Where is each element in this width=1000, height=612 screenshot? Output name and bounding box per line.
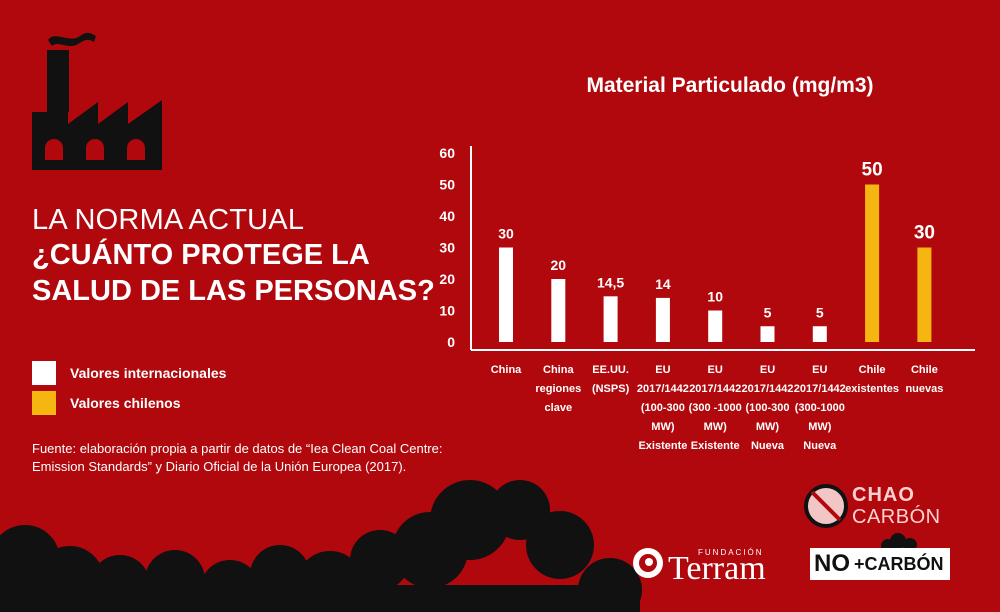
chart-title: Material Particulado (mg/m3) [586,74,874,97]
x-category-label: MW) [651,421,675,433]
x-category-label: EE.UU. [592,364,629,376]
y-tick-label: 20 [439,271,455,287]
terram-logo-small: FUNDACIÓN [698,548,764,557]
x-category-label: (100-300 [745,402,789,414]
terram-logo-icon [633,548,663,578]
bar-value-label: 50 [862,160,883,181]
x-category-label: nuevas [905,383,943,395]
headline-line3: SALUD DE LAS PERSONAS? [32,275,435,307]
x-category-label: Existente [691,440,740,452]
bar [865,184,880,342]
headline-line2: ¿CUÁNTO PROTEGE LA [32,239,370,271]
x-category-label: EU [812,364,827,376]
bar [917,247,932,342]
x-category-label: (100-300 [641,402,685,414]
x-category-label: MW) [808,421,832,433]
x-category-label: (300 -1000 [689,402,742,414]
x-category-label: EU [655,364,670,376]
y-tick-label: 0 [447,334,455,350]
x-category-label: Existente [638,440,687,452]
bar [708,310,723,342]
headline-line1: LA NORMA ACTUAL [32,204,305,236]
bar-value-label: 30 [498,226,514,242]
source-line2: Emission Standards” y Diario Oficial de … [32,459,407,474]
smoke-cloud-icon [0,480,642,612]
chao-logo-line2: CARBÓN [852,506,941,528]
y-tick-label: 30 [439,240,455,256]
x-category-label: EU [708,364,723,376]
bar-value-label: 14 [655,276,671,292]
bar [812,326,827,342]
bar-value-label: 30 [914,223,935,244]
y-tick-label: 60 [439,145,455,161]
headline: LA NORMA ACTUAL ¿CUÁNTO PROTEGE LA SALUD… [32,203,452,309]
chao-logo-line1: CHAO [852,484,915,506]
x-category-label: MW) [756,421,780,433]
bar-value-label: 20 [551,257,567,273]
bar [551,279,566,342]
x-category-label: (300-1000 [795,402,845,414]
bar-value-label: 5 [764,304,772,320]
x-category-label: MW) [704,421,728,433]
bar [603,296,618,342]
no-carbon-logo: NO +CARBÓN [810,548,950,580]
source-line1: Fuente: elaboración propia a partir de d… [32,441,443,456]
no-logo-line2: +CARBÓN [854,553,944,574]
no-logo-line1: NO [814,550,850,577]
bar-value-label: 5 [816,304,824,320]
y-tick-label: 10 [439,303,455,319]
source-note: Fuente: elaboración propia a partir de d… [32,440,502,476]
x-category-label: 2017/1442 [794,383,846,395]
legend-swatch-yellow [32,391,56,415]
x-category-label: China [491,364,522,376]
bar-value-label: 14,5 [597,274,624,290]
x-category-label: 2017/1442 [637,383,689,395]
x-category-label: 2017/1442 [689,383,741,395]
x-category-label: clave [545,402,573,414]
bar-value-label: 10 [707,289,723,305]
x-category-label: existentes [845,383,899,395]
terram-logo-name: Terram [668,550,766,587]
x-category-label: Chile [911,364,938,376]
y-tick-label: 50 [439,177,455,193]
x-category-label: China [543,364,574,376]
x-category-label: EU [760,364,775,376]
y-tick-label: 40 [439,208,455,224]
x-category-label: (NSPS) [592,383,630,395]
x-category-label: 2017/1442 [742,383,794,395]
chao-carbon-logo: CHAO CARBÓN [852,484,941,528]
x-category-label: Nueva [803,440,837,452]
bar [760,326,775,342]
bar [655,297,670,342]
legend-label: Valores internacionales [70,365,227,381]
legend: Valores internacionales Valores chilenos [32,361,226,421]
bar [499,247,513,342]
legend-swatch-white [32,361,56,385]
x-category-label: Nueva [751,440,785,452]
x-category-label: Chile [859,364,886,376]
legend-item-international: Valores internacionales [32,361,226,385]
legend-label: Valores chilenos [70,395,181,411]
x-category-label: regiones [535,383,581,395]
legend-item-chilean: Valores chilenos [32,391,226,415]
